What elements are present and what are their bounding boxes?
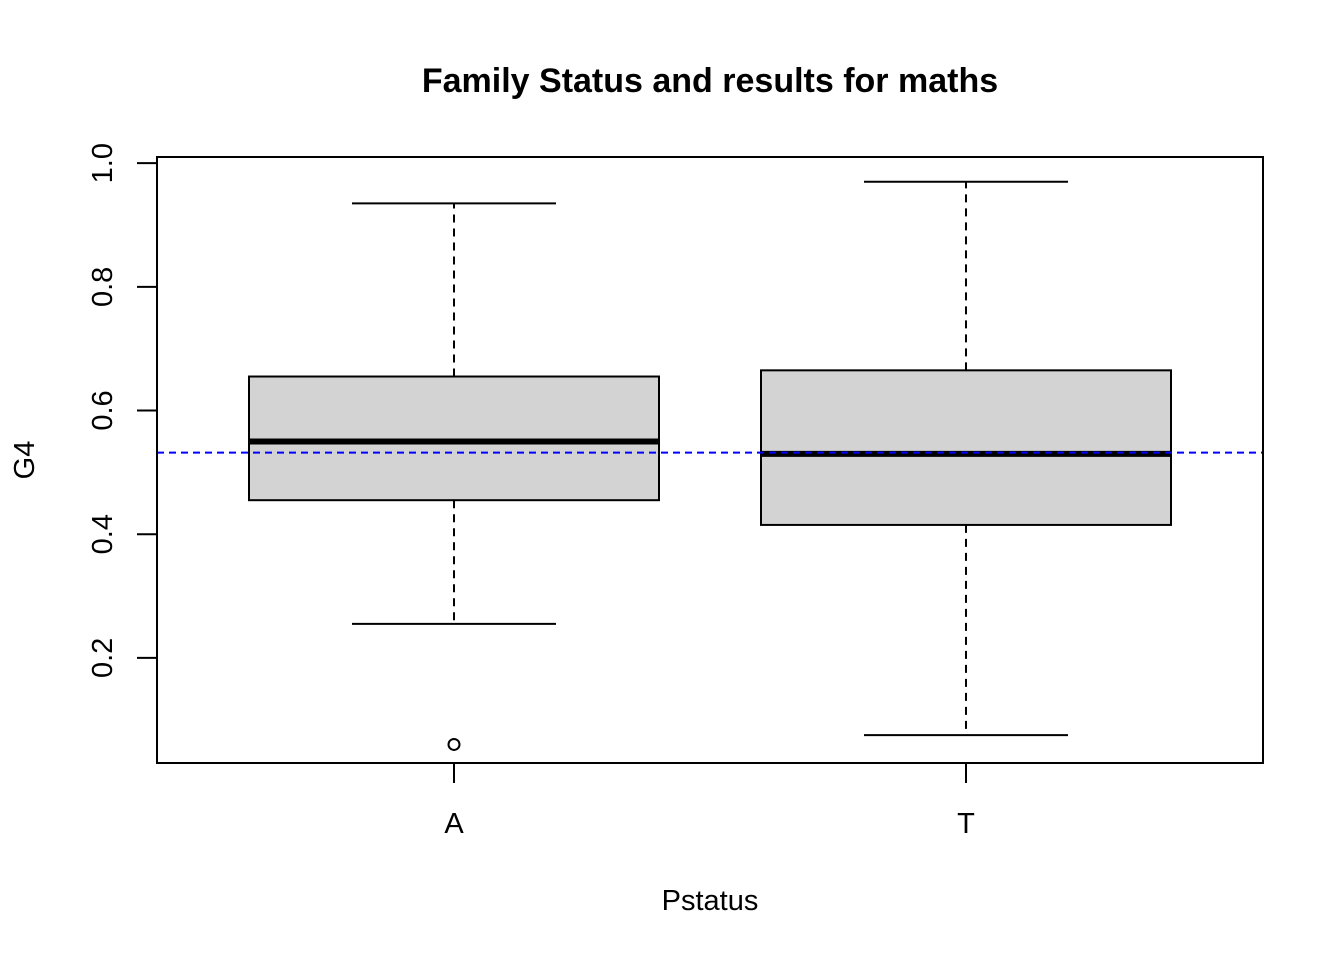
x-tick-label-T: T: [957, 808, 975, 840]
iqr-box: [248, 375, 660, 502]
x-tick-label-A: A: [444, 808, 464, 840]
chart-title: Family Status and results for maths: [422, 62, 998, 100]
y-axis-label: G4: [9, 441, 41, 480]
y-tick-label: 0.8: [87, 267, 119, 307]
outlier-point: [447, 737, 461, 751]
y-tick-label: 1.0: [87, 143, 119, 183]
y-tick-label: 0.6: [87, 390, 119, 430]
box-A: [248, 202, 660, 751]
iqr-box: [760, 369, 1172, 526]
y-tick-label: 0.4: [87, 514, 119, 554]
y-axis: 0.2 0.4 0.6 0.8 1.0: [87, 143, 158, 678]
x-axis-label: Pstatus: [662, 885, 759, 917]
box-T: [760, 180, 1172, 737]
plot-area: [157, 180, 1263, 751]
y-tick-label: 0.2: [87, 638, 119, 678]
